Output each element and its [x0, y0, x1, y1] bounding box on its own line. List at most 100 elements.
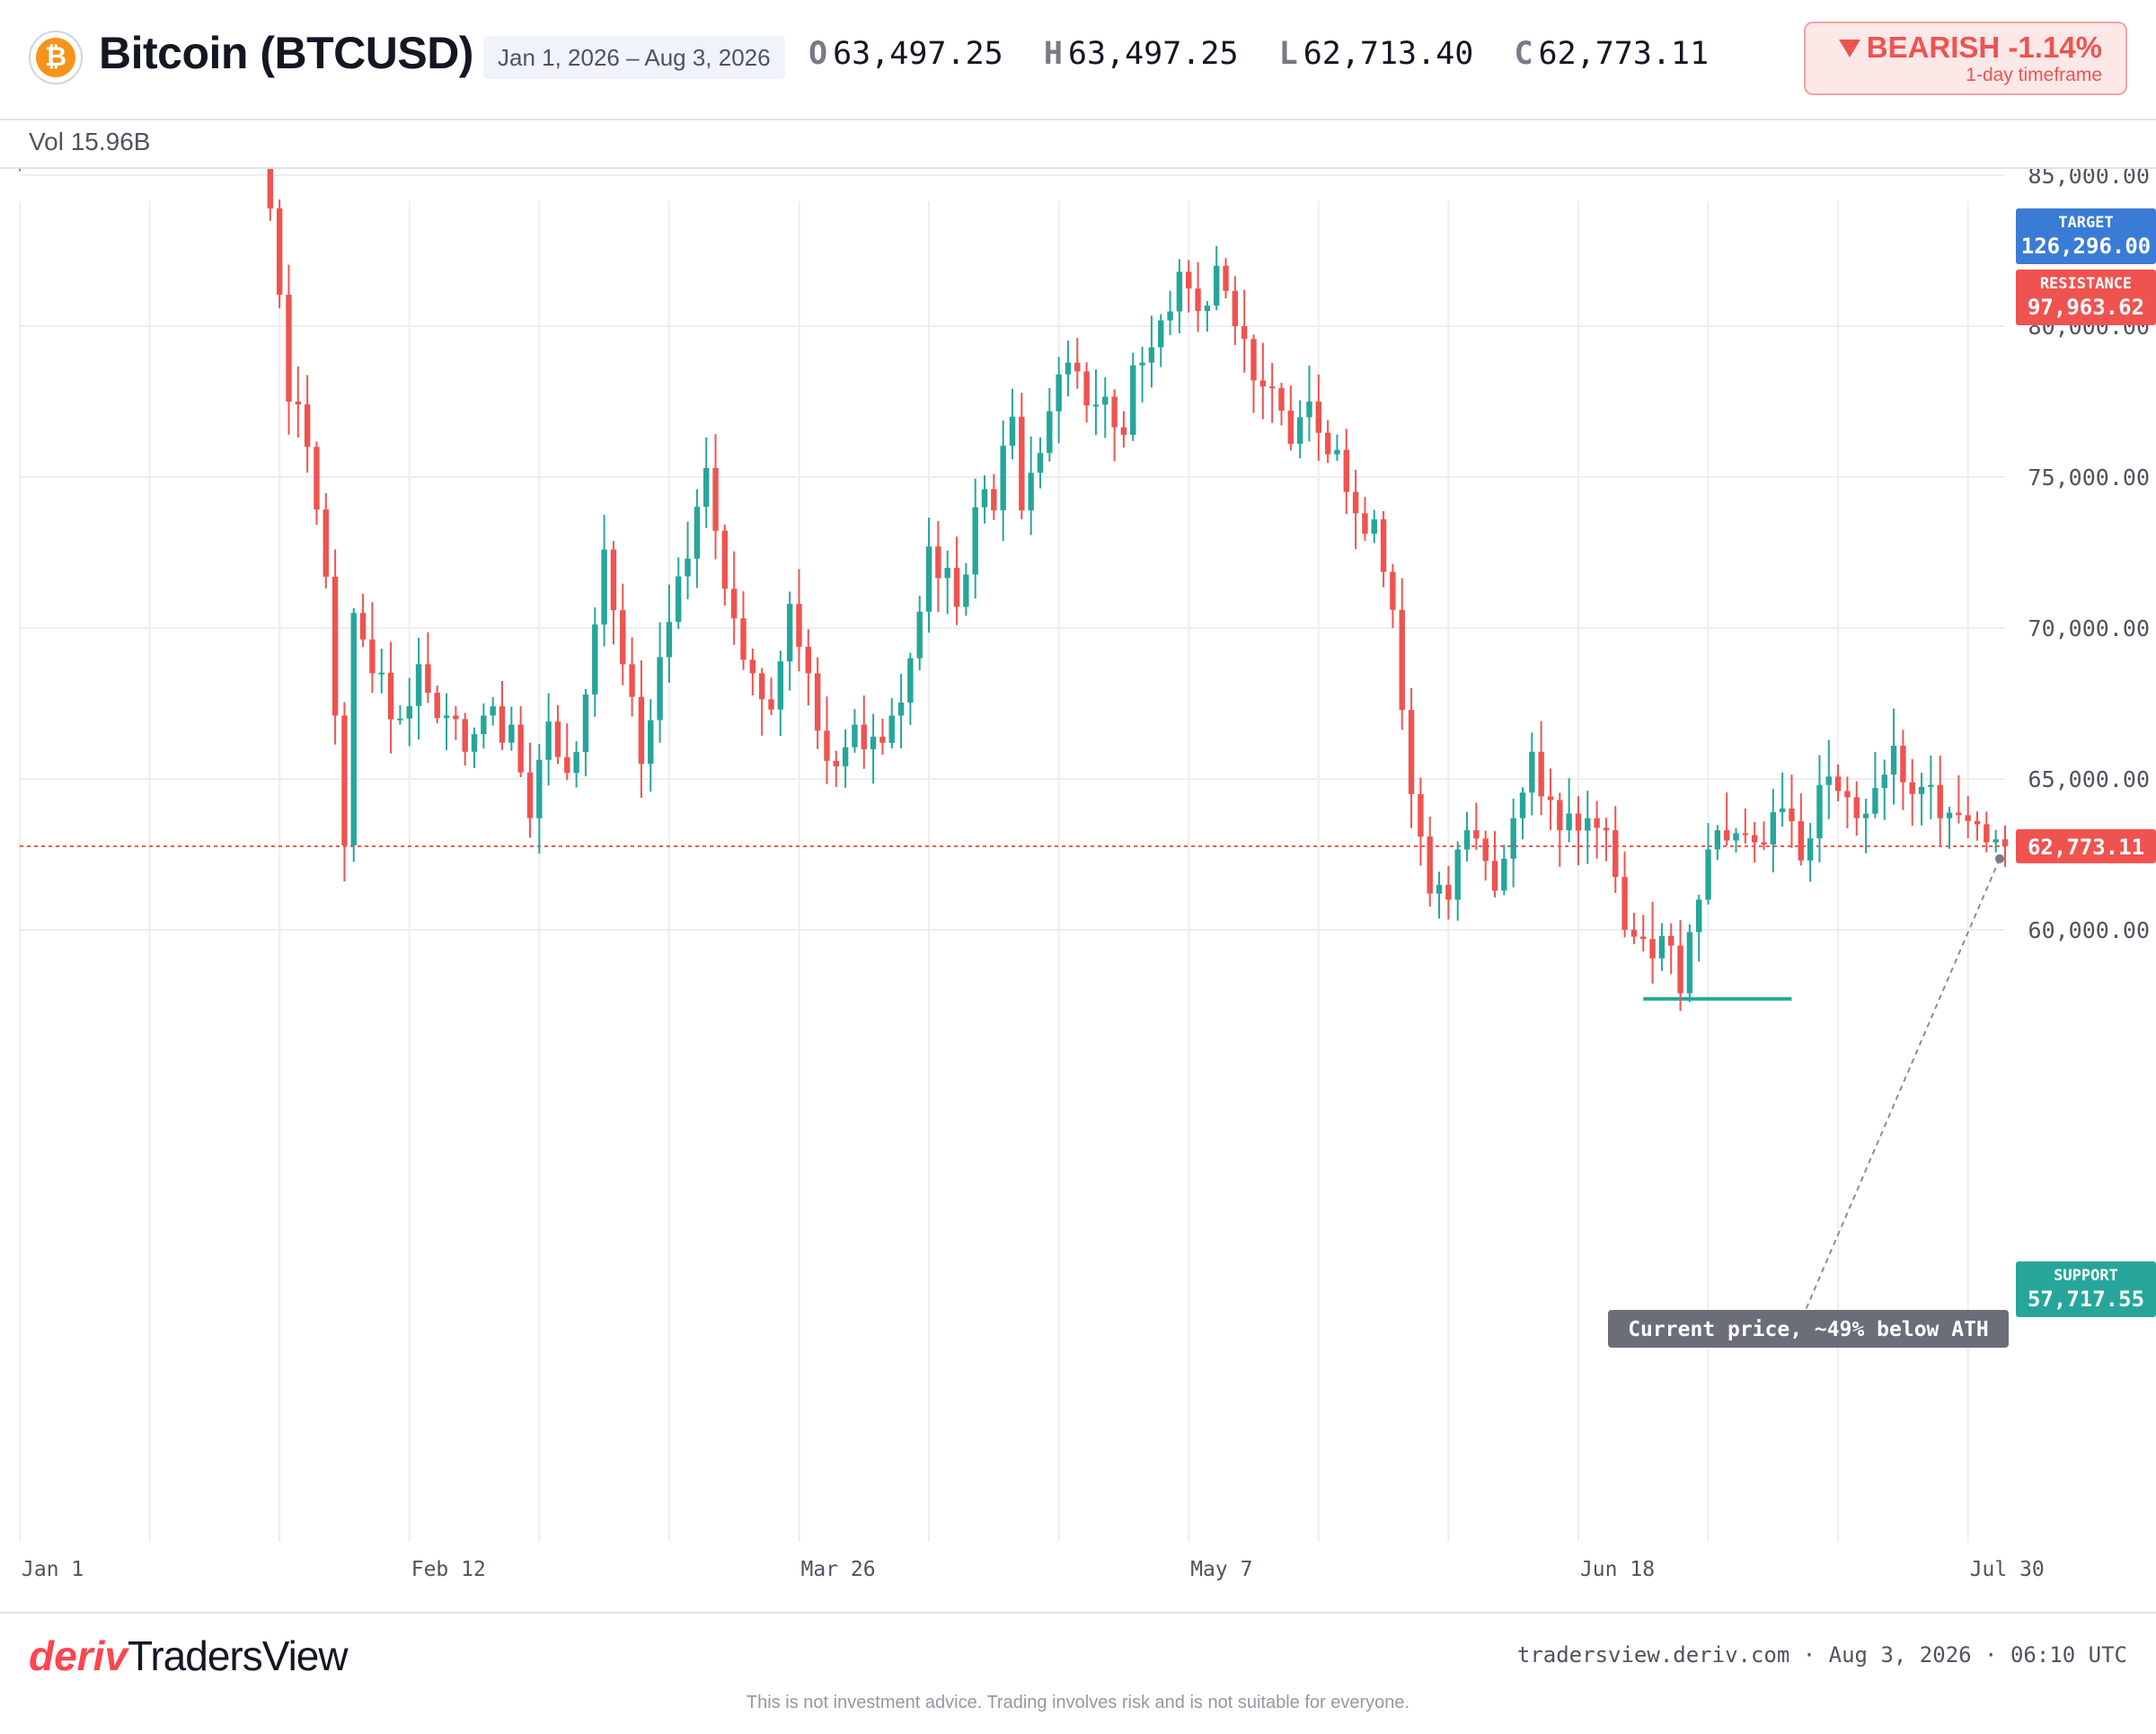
candlestick-chart[interactable]: 60,000.0065,000.0070,000.0075,000.0080,0…	[0, 169, 2156, 1610]
brand-logo[interactable]: derivTradersView	[29, 1632, 349, 1680]
y-tick-label: 85,000.00	[2028, 169, 2150, 189]
volume-row: Vol 15.96B	[0, 120, 2156, 169]
candle-body	[1714, 830, 1721, 850]
candle-body	[1083, 371, 1090, 406]
support-tag-bg	[2016, 1261, 2156, 1317]
candle-body	[2001, 839, 2009, 846]
footer-site-timestamp[interactable]: tradersview.deriv.com · Aug 3, 2026 · 06…	[1516, 1642, 2127, 1668]
candle-body	[1139, 362, 1145, 366]
sentiment-label-row: BEARISH -1.14%	[1838, 31, 2102, 65]
candle-body	[1296, 417, 1303, 445]
brand-deriv: deriv	[29, 1632, 128, 1679]
candle-body	[629, 664, 635, 697]
candle-body	[1510, 818, 1516, 859]
candle-body	[1853, 797, 1860, 818]
candle-body	[721, 530, 729, 589]
candle-body	[1984, 824, 1990, 843]
candle-body	[657, 657, 663, 721]
current-price-tag: 62,773.11	[2016, 828, 2156, 863]
candle-body	[1120, 427, 1127, 435]
resistance-tag-label: RESISTANCE	[2040, 275, 2132, 293]
x-tick-label: Jun 18	[1580, 1558, 1655, 1581]
resistance-tag: RESISTANCE 97,963.62	[2016, 270, 2156, 325]
candle-body	[1862, 813, 1869, 818]
candle-body	[991, 489, 997, 510]
candles	[19, 169, 2009, 1012]
chart-grid: 60,000.0065,000.0070,000.0075,000.0080,0…	[19, 169, 2150, 1581]
candle-body	[1974, 820, 1981, 825]
candle-body	[286, 295, 292, 402]
candle-body	[1343, 449, 1349, 492]
y-tick-label: 60,000.00	[2028, 917, 2150, 943]
candle-body	[1250, 339, 1257, 381]
resistance-tag-bg	[2016, 270, 2156, 325]
candle-body	[852, 724, 858, 748]
candle-body	[768, 699, 774, 710]
candle-body	[1603, 827, 1610, 831]
low-key: L	[1278, 36, 1298, 72]
candle-body	[453, 715, 459, 720]
candle-body	[1538, 751, 1544, 797]
high-key: H	[1043, 36, 1063, 72]
candle-body	[1009, 416, 1016, 447]
bitcoin-logo: ₿	[29, 31, 83, 84]
candle-body	[1630, 930, 1638, 937]
candle-body	[481, 715, 487, 735]
candle-body	[1204, 305, 1211, 312]
candle-body	[1613, 830, 1619, 878]
low-value: 62,713.40	[1303, 36, 1474, 72]
candle-body	[1761, 842, 1767, 845]
open-value: 63,497.25	[833, 36, 1003, 72]
candle-body	[676, 576, 682, 623]
sentiment-label: BEARISH -1.14%	[1866, 31, 2102, 64]
bitcoin-icon: ₿	[36, 38, 75, 77]
candle-body	[1909, 782, 1915, 794]
candle-body	[1491, 861, 1498, 891]
candle-body	[1881, 774, 1887, 789]
candle-body	[1056, 374, 1062, 411]
candle-body	[331, 576, 339, 716]
candle-body	[573, 751, 579, 774]
candle-body	[814, 673, 821, 731]
candle-body	[387, 672, 394, 720]
candle-body	[777, 661, 784, 710]
candle-body	[1167, 311, 1173, 321]
candle-body	[350, 613, 357, 845]
candle-body	[712, 467, 719, 531]
level-markers	[20, 845, 2005, 1001]
sentiment-badge: BEARISH -1.14% 1-day timeframe	[1804, 22, 2127, 95]
candle-body	[1900, 746, 1906, 783]
candle-body	[1362, 513, 1368, 534]
target-tag: TARGET 126,296.00	[2016, 208, 2156, 264]
candle-body	[897, 703, 905, 716]
candle-body	[1102, 396, 1109, 405]
candle-body	[1473, 830, 1480, 839]
candle-body	[1399, 609, 1405, 711]
candle-body	[1825, 776, 1832, 785]
chart-header: ₿ Bitcoin (BTCUSD) Jan 1, 2026 – Aug 3, …	[0, 0, 2156, 120]
candle-body	[1047, 411, 1053, 454]
symbol-title[interactable]: Bitcoin (BTCUSD)	[99, 28, 473, 78]
candle-body	[758, 673, 765, 700]
candle-body	[935, 546, 941, 579]
candle-body	[1065, 362, 1072, 375]
candle-body	[582, 694, 589, 752]
candle-body	[1130, 365, 1136, 435]
annotation-connector	[1805, 858, 2001, 1311]
candle-body	[323, 509, 329, 577]
candle-body	[564, 756, 570, 774]
candle-body	[499, 706, 506, 743]
candle-body	[1268, 386, 1276, 389]
disclaimer: This is not investment advice. Trading i…	[746, 1693, 1410, 1712]
candle-body	[341, 715, 348, 845]
candle-body	[471, 734, 478, 752]
annotation-box	[1608, 1310, 2009, 1348]
candle-body	[610, 549, 617, 611]
candle-body	[1946, 812, 1953, 818]
candle-body	[1092, 404, 1100, 407]
candle-body	[1213, 265, 1220, 306]
date-range-badge[interactable]: Jan 1, 2026 – Aug 3, 2026	[483, 36, 785, 79]
y-tick-label: 65,000.00	[2028, 766, 2150, 792]
volume-label: Vol 15.96B	[29, 128, 151, 155]
support-tag: SUPPORT 57,717.55	[2016, 1261, 2156, 1317]
